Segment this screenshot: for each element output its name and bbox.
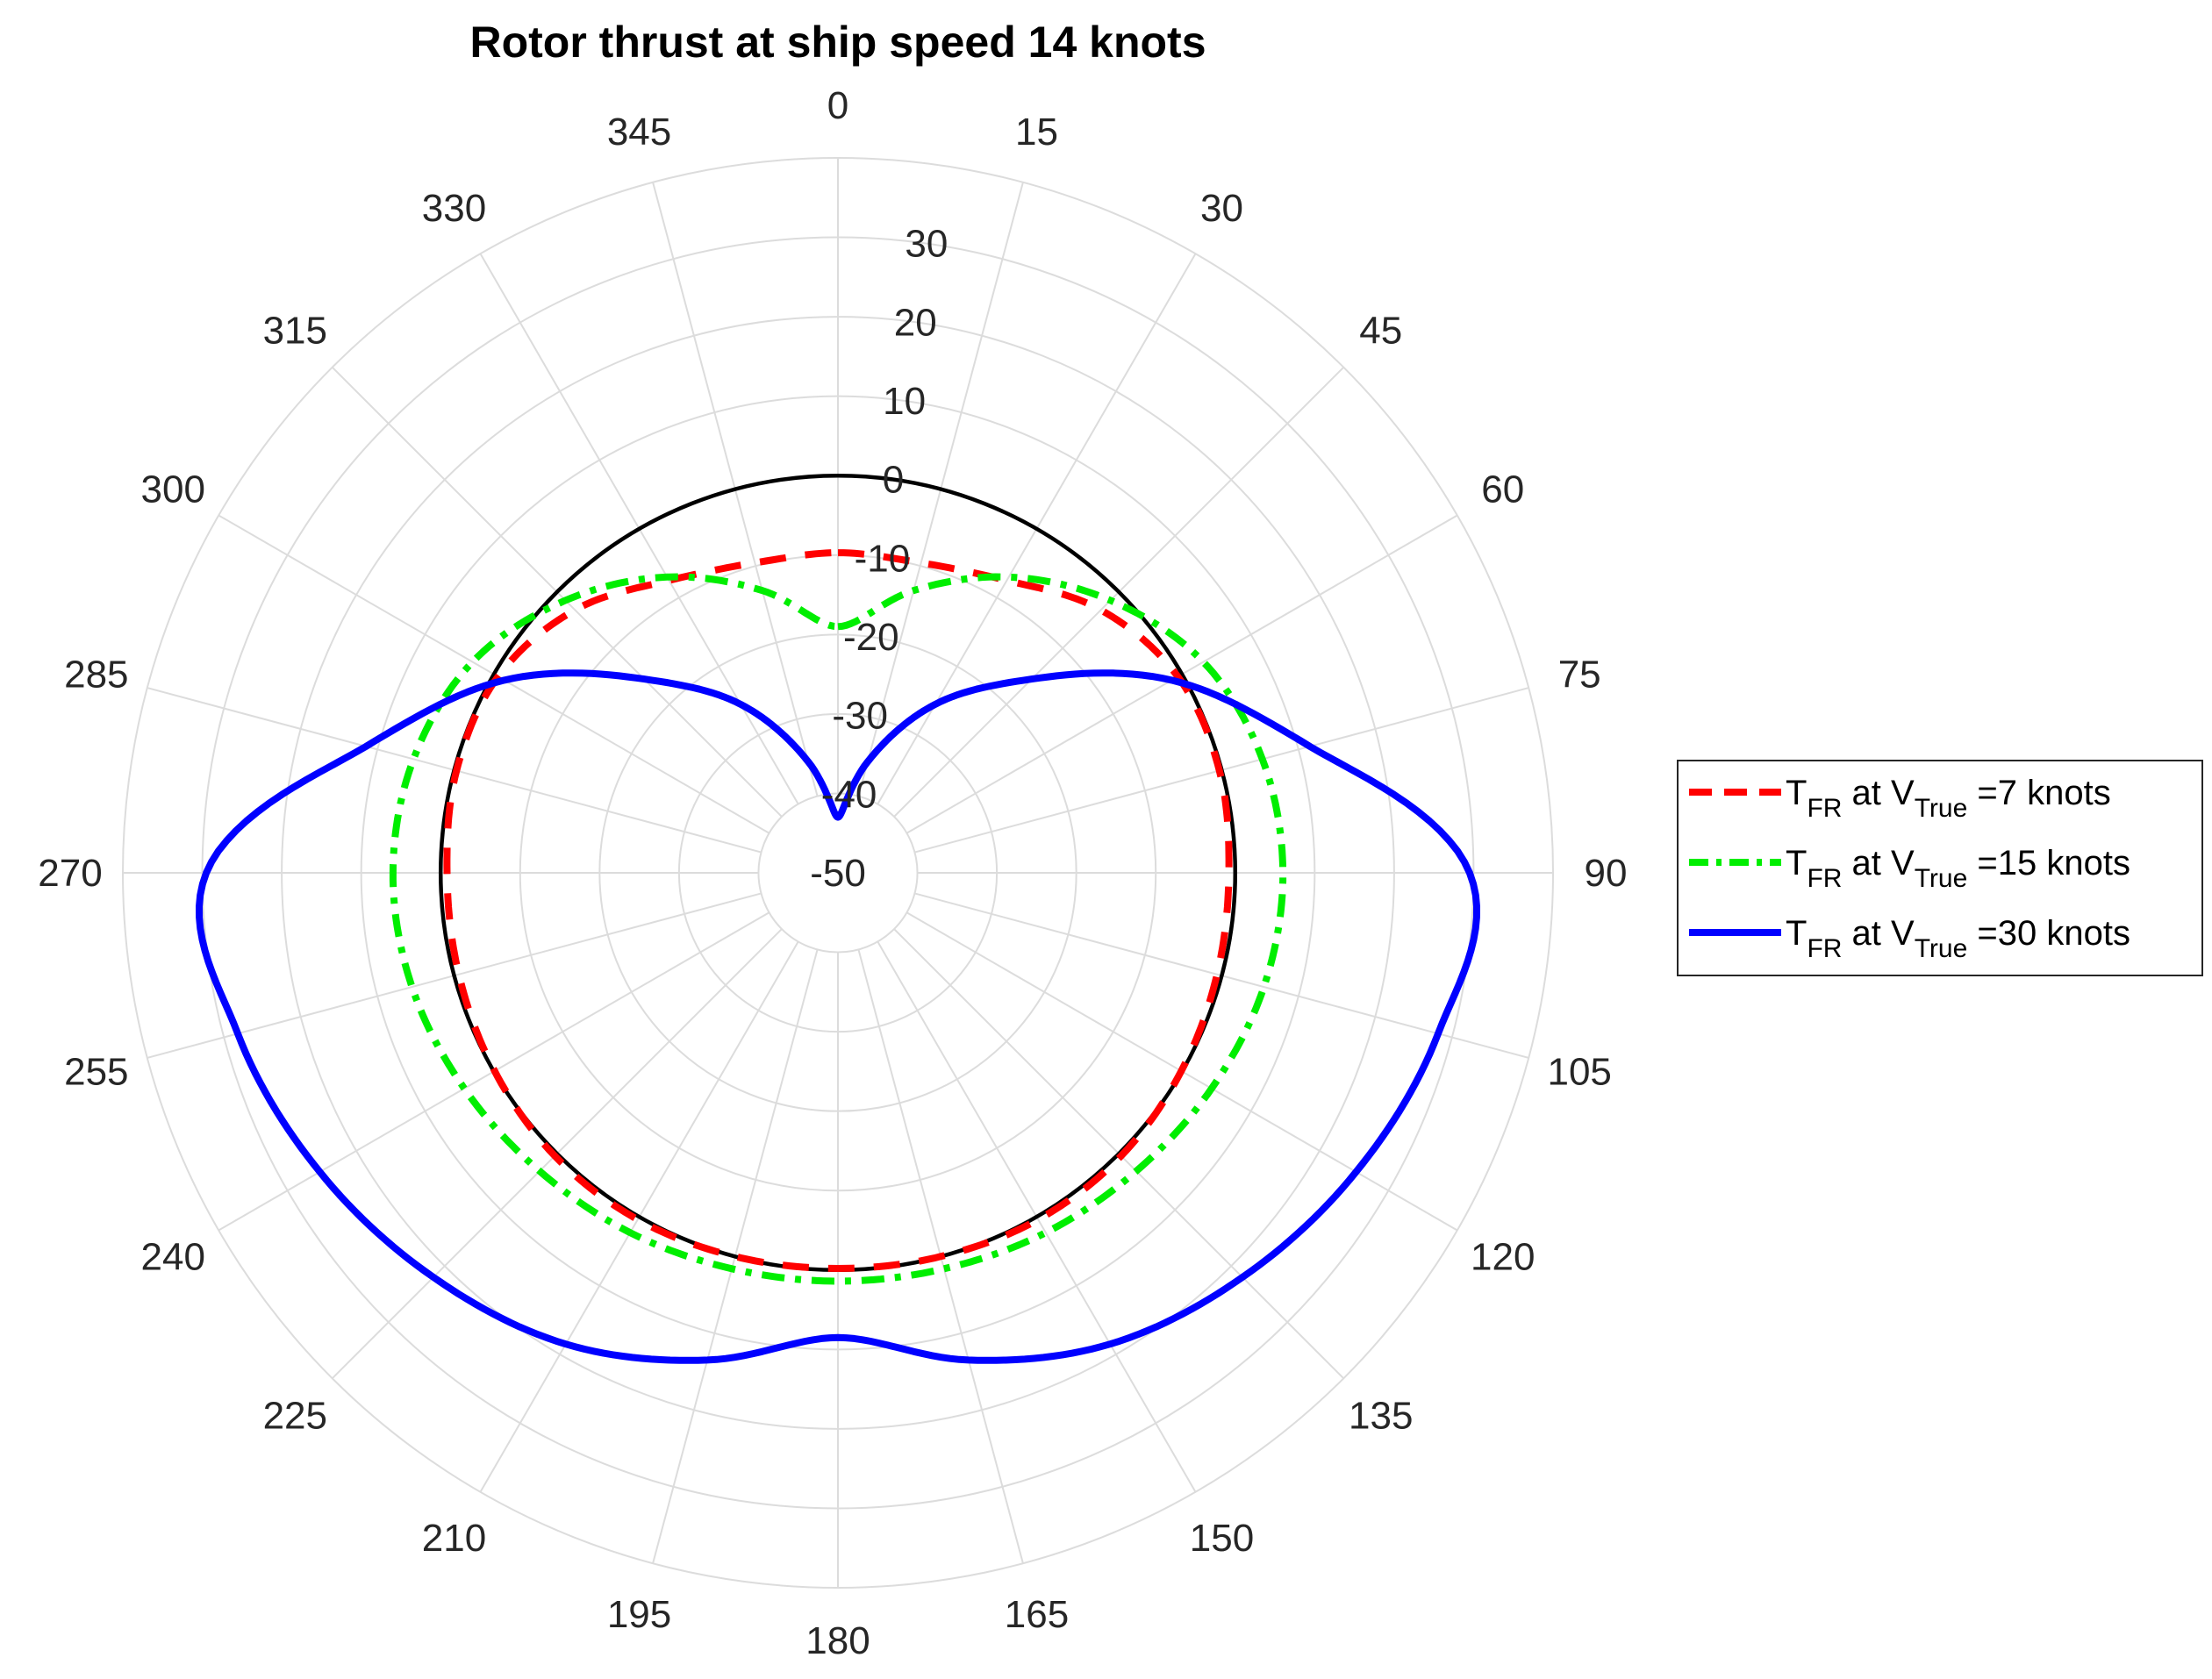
angular-tick-label-180: 180 (805, 1619, 870, 1662)
series-line-1 (443, 549, 1233, 1272)
angular-tick-label-0: 0 (827, 84, 848, 127)
radial-tick-label: -20 (843, 616, 899, 659)
angular-tick-label-105: 105 (1547, 1050, 1611, 1093)
radial-tick-label: -10 (855, 537, 911, 580)
radial-tick-label: -50 (810, 852, 866, 895)
angular-tick-label-15: 15 (1015, 111, 1058, 154)
radial-tick-labels: -50 -40 -30 -20 -10 0 10 20 30 (810, 223, 948, 895)
angular-tick-labels: 0 15 30 45 60 75 90 105 120 135 150 165 180 195 210 225… (38, 84, 1627, 1662)
legend-label-3: TFR at VTrue =30 knots (1786, 914, 2130, 963)
radial-gridline-20 (281, 316, 1395, 1430)
angular-tick-label-165: 165 (1005, 1593, 1069, 1636)
radial-gridline--20 (598, 633, 1077, 1112)
series-line-3 (196, 669, 1480, 1364)
angular-tick-label-30: 30 (1200, 187, 1243, 230)
series-layer (196, 549, 1480, 1364)
angular-tick-label-240: 240 (141, 1236, 205, 1279)
radial-tick-label: 0 (883, 459, 904, 502)
angular-tick-label-210: 210 (422, 1517, 486, 1560)
legend-label-2: TFR at VTrue =15 knots (1786, 844, 2130, 893)
radial-gridline-40 (122, 157, 1554, 1589)
angular-tick-label-300: 300 (141, 468, 205, 511)
angular-tick-label-285: 285 (64, 654, 128, 697)
angular-tick-label-195: 195 (607, 1593, 671, 1636)
angular-tick-label-60: 60 (1481, 468, 1524, 511)
chart-title: Rotor thrust at ship speed 14 knots (469, 18, 1206, 67)
radial-gridline--30 (677, 712, 999, 1033)
radial-tick-label: -30 (832, 695, 888, 738)
angular-tick-label-75: 75 (1558, 654, 1601, 697)
radial-gridline--40 (757, 792, 919, 954)
radial-gridline-30 (201, 236, 1475, 1510)
angular-tick-label-90: 90 (1585, 852, 1628, 895)
angular-tick-label-45: 45 (1359, 309, 1402, 352)
radial-tick-label: 10 (883, 380, 926, 423)
angular-tick-label-150: 150 (1190, 1517, 1254, 1560)
legend: TFR at VTrue =7 knots TFR at VTrue =15 kn… (1677, 760, 2203, 976)
angular-tick-label-315: 315 (263, 309, 327, 352)
angular-tick-label-330: 330 (422, 187, 486, 230)
angular-tick-label-135: 135 (1349, 1395, 1413, 1438)
angular-tick-label-255: 255 (64, 1050, 128, 1093)
radial-gridline-10 (360, 395, 1316, 1351)
radial-tick-label: 30 (905, 223, 948, 266)
radial-tick-label: -40 (821, 773, 877, 816)
radial-tick-label: 20 (894, 301, 937, 344)
legend-label-1: TFR at VTrue =7 knots (1786, 774, 2111, 823)
angular-tick-label-225: 225 (263, 1395, 327, 1438)
legend-box (1677, 760, 2203, 976)
angular-tick-label-345: 345 (607, 111, 671, 154)
angular-tick-label-270: 270 (38, 852, 102, 895)
angular-tick-label-120: 120 (1471, 1236, 1535, 1279)
